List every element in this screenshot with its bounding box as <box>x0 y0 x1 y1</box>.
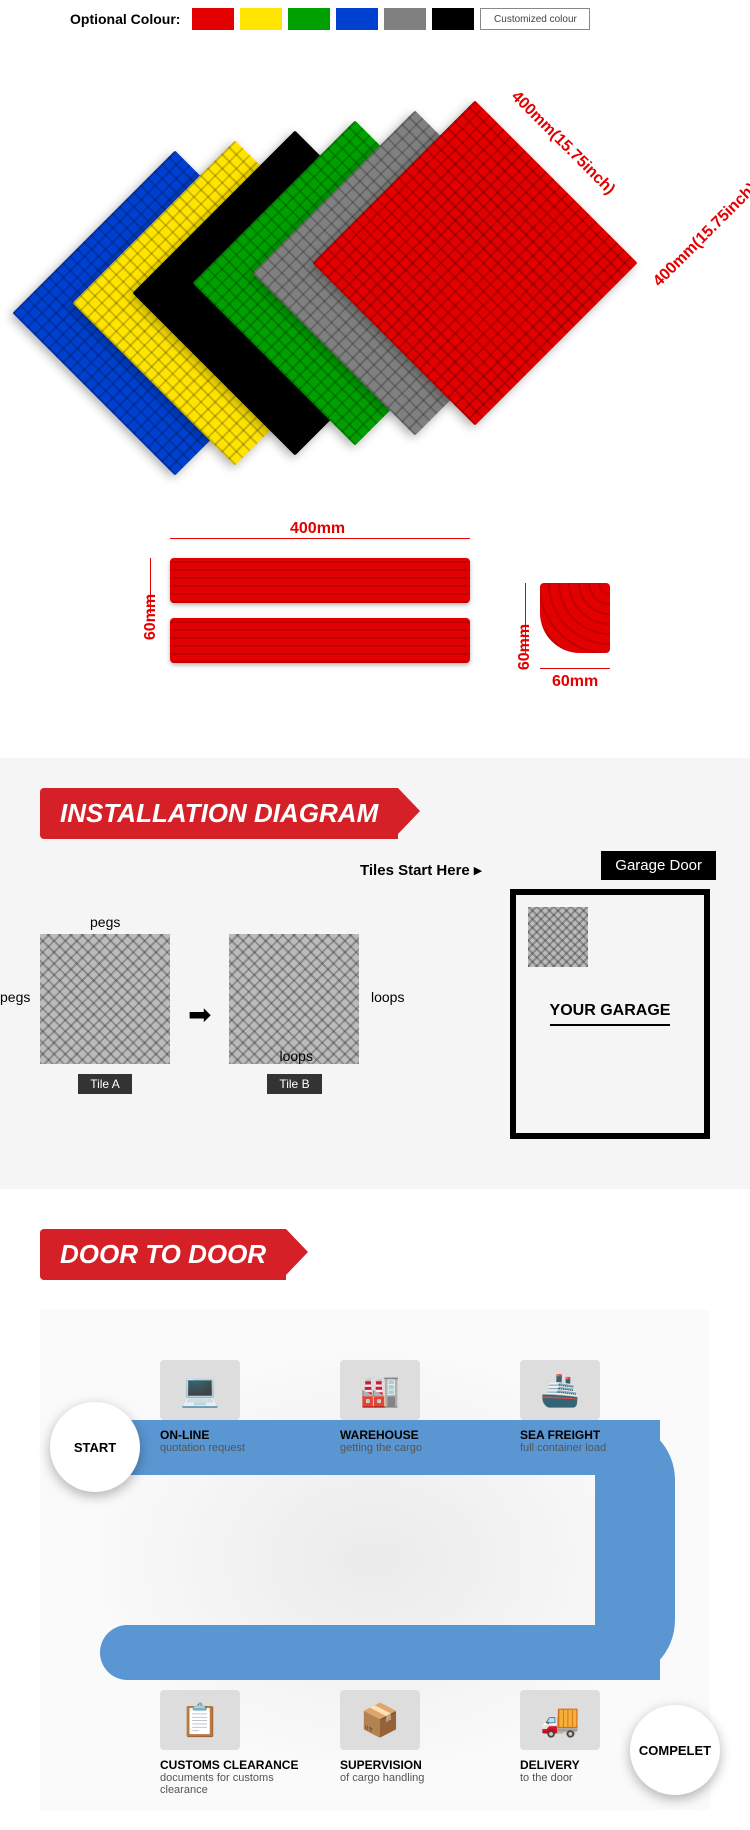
step-customs-title: CUSTOMS CLEARANCE <box>160 1758 310 1772</box>
corner-dim-line-h <box>540 668 610 669</box>
warehouse-icon: 🏭 <box>340 1360 420 1420</box>
start-badge: START <box>50 1402 140 1492</box>
dim-side2: 400mm(15.75inch) <box>650 180 750 291</box>
your-garage-text: YOUR GARAGE <box>550 1002 671 1019</box>
step-customs: 📋 CUSTOMS CLEARANCE documents for custom… <box>160 1690 310 1796</box>
start-text: START <box>74 1440 116 1455</box>
swatch-green <box>288 8 330 30</box>
door-to-door-section: DOOR TO DOOR START COMPELET 💻 ON-LINE qu… <box>0 1189 750 1830</box>
garage-door-label: Garage Door <box>601 851 716 880</box>
step-sea-title: SEA FREIGHT <box>520 1428 670 1442</box>
step-online-title: ON-LINE <box>160 1428 310 1442</box>
loops-bottom-label: loops <box>279 1048 312 1064</box>
tile-b-tag: Tile B <box>267 1074 321 1094</box>
tile-a <box>40 934 170 1064</box>
your-garage-label: YOUR GARAGE <box>516 1002 704 1026</box>
step-sea: 🚢 SEA FREIGHT full container load <box>520 1360 670 1454</box>
boxes-icon: 📦 <box>340 1690 420 1750</box>
step-warehouse-sub: getting the cargo <box>340 1442 490 1454</box>
edge-width-label: 400mm <box>290 520 345 538</box>
corner-w-label: 60mm <box>552 673 598 691</box>
step-online: 💻 ON-LINE quotation request <box>160 1360 310 1454</box>
garage-wrap: Garage Door Tiles Start Here ▸ YOUR GARA… <box>510 889 710 1139</box>
tile-b-wrap: loops loops Tile B <box>229 934 359 1094</box>
step-warehouse: 🏭 WAREHOUSE getting the cargo <box>340 1360 490 1454</box>
flow-path-bottom <box>100 1625 660 1680</box>
step-warehouse-title: WAREHOUSE <box>340 1428 490 1442</box>
swatch-grey <box>384 8 426 30</box>
edge-dim-line-top <box>170 538 470 539</box>
step-delivery-title: DELIVERY <box>520 1758 670 1772</box>
door-heading: DOOR TO DOOR <box>40 1229 286 1280</box>
edge-height-label: 60mm <box>142 594 160 640</box>
pegs-top-label: pegs <box>90 914 120 930</box>
tile-a-tag: Tile A <box>78 1074 132 1094</box>
flow-diagram: START COMPELET 💻 ON-LINE quotation reque… <box>40 1310 710 1810</box>
swatch-black <box>432 8 474 30</box>
edge-strip-2 <box>170 618 470 663</box>
colour-row: Optional Colour: Customized colour <box>0 0 750 38</box>
edge-strip-1 <box>170 558 470 603</box>
pegs-left-label: pegs <box>0 989 30 1005</box>
ship-icon: 🚢 <box>520 1360 600 1420</box>
colour-label: Optional Colour: <box>70 11 180 27</box>
step-sea-sub: full container load <box>520 1442 670 1454</box>
step-delivery-sub: to the door <box>520 1772 670 1784</box>
tile-b <box>229 934 359 1064</box>
step-customs-sub: documents for customs clearance <box>160 1772 310 1796</box>
garage-box: YOUR GARAGE <box>510 889 710 1139</box>
swatch-red <box>192 8 234 30</box>
installation-section: INSTALLATION DIAGRAM pegs pegs Tile A ➡ … <box>0 758 750 1189</box>
step-online-sub: quotation request <box>160 1442 310 1454</box>
installation-row: pegs pegs Tile A ➡ loops loops Tile B Ga… <box>40 889 710 1139</box>
loops-right-label: loops <box>371 989 404 1005</box>
tile-a-wrap: pegs pegs Tile A <box>40 934 170 1094</box>
laptop-icon: 💻 <box>160 1360 240 1420</box>
document-icon: 📋 <box>160 1690 240 1750</box>
step-supervision: 📦 SUPERVISION of cargo handling <box>340 1690 490 1784</box>
step-supervision-sub: of cargo handling <box>340 1772 490 1784</box>
garage-mini-tile <box>528 907 588 967</box>
tiles-start-label: Tiles Start Here ▸ <box>360 861 481 879</box>
arrow-icon: ➡ <box>188 998 211 1031</box>
swatch-yellow <box>240 8 282 30</box>
truck-icon: 🚚 <box>520 1690 600 1750</box>
corner-h-label: 60mm <box>516 624 534 670</box>
tiles-showcase: 400mm(15.75inch) 400mm(15.75inch) <box>0 68 750 508</box>
installation-heading: INSTALLATION DIAGRAM <box>40 788 398 839</box>
corner-piece <box>540 583 610 653</box>
step-delivery: 🚚 DELIVERY to the door <box>520 1690 670 1784</box>
step-supervision-title: SUPERVISION <box>340 1758 490 1772</box>
edge-pieces: 400mm 60mm 60mm 60mm <box>40 528 710 728</box>
swatch-blue <box>336 8 378 30</box>
custom-colour-button[interactable]: Customized colour <box>480 8 590 30</box>
